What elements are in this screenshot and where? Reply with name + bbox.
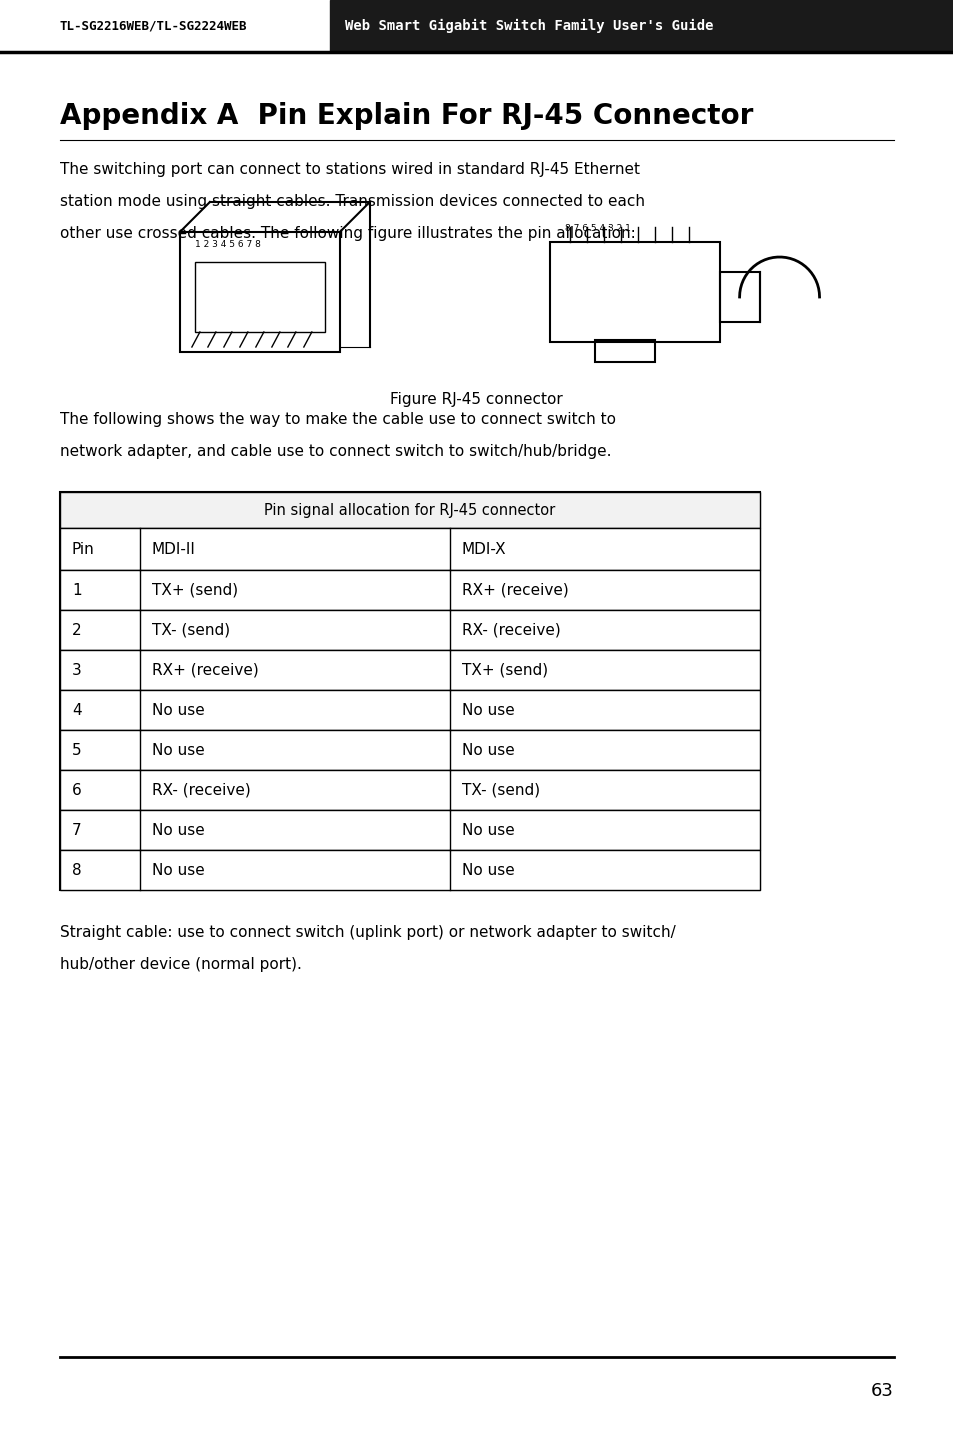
Text: TX- (send): TX- (send) — [152, 623, 230, 637]
Text: Appendix A  Pin Explain For RJ-45 Connector: Appendix A Pin Explain For RJ-45 Connect… — [60, 102, 753, 130]
Text: RX- (receive): RX- (receive) — [152, 782, 251, 798]
Text: TL-SG2216WEB/TL-SG2224WEB: TL-SG2216WEB/TL-SG2224WEB — [60, 20, 247, 33]
Text: MDI-II: MDI-II — [152, 541, 195, 557]
Text: 3: 3 — [71, 663, 82, 677]
Text: 8: 8 — [71, 862, 82, 878]
Text: No use: No use — [461, 703, 514, 717]
Text: network adapter, and cable use to connect switch to switch/hub/bridge.: network adapter, and cable use to connec… — [60, 444, 611, 460]
Text: 1 2 3 4 5 6 7 8: 1 2 3 4 5 6 7 8 — [194, 241, 260, 249]
Text: Figure RJ-45 connector: Figure RJ-45 connector — [390, 392, 562, 407]
Bar — [60, 570, 759, 610]
Bar — [719, 272, 759, 322]
Text: The switching port can connect to stations wired in standard RJ-45 Ethernet: The switching port can connect to statio… — [60, 162, 639, 178]
Text: 63: 63 — [870, 1382, 893, 1400]
Text: 7: 7 — [71, 822, 82, 838]
Text: No use: No use — [461, 862, 514, 878]
Bar — [180, 232, 339, 352]
Text: station mode using straight cables. Transmission devices connected to each: station mode using straight cables. Tran… — [60, 193, 644, 209]
Bar — [60, 811, 759, 851]
Bar — [60, 730, 759, 770]
Text: 6: 6 — [71, 782, 82, 798]
Bar — [60, 493, 759, 891]
Text: TX+ (send): TX+ (send) — [461, 663, 547, 677]
Text: TX- (send): TX- (send) — [461, 782, 539, 798]
Text: hub/other device (normal port).: hub/other device (normal port). — [60, 957, 301, 972]
Bar — [60, 851, 759, 891]
Text: Web Smart Gigabit Switch Family User's Guide: Web Smart Gigabit Switch Family User's G… — [344, 19, 713, 33]
Bar — [594, 339, 654, 362]
Text: Pin signal allocation for RJ-45 connector: Pin signal allocation for RJ-45 connecto… — [264, 503, 555, 517]
Text: The following shows the way to make the cable use to connect switch to: The following shows the way to make the … — [60, 412, 616, 427]
Text: No use: No use — [152, 822, 205, 838]
Text: No use: No use — [152, 743, 205, 758]
Text: 4: 4 — [71, 703, 82, 717]
Text: RX- (receive): RX- (receive) — [461, 623, 560, 637]
Text: 8 7 6 5 4 3 2 1: 8 7 6 5 4 3 2 1 — [564, 223, 630, 233]
Bar — [194, 262, 324, 332]
Bar — [549, 242, 719, 342]
Text: No use: No use — [461, 743, 514, 758]
Text: No use: No use — [152, 703, 205, 717]
Text: 1: 1 — [71, 583, 82, 597]
Bar — [60, 528, 759, 570]
Text: No use: No use — [461, 822, 514, 838]
Bar — [60, 610, 759, 650]
Bar — [60, 770, 759, 811]
Bar — [60, 493, 759, 528]
Text: RX+ (receive): RX+ (receive) — [461, 583, 568, 597]
Text: TX+ (send): TX+ (send) — [152, 583, 238, 597]
Text: RX+ (receive): RX+ (receive) — [152, 663, 258, 677]
Text: 2: 2 — [71, 623, 82, 637]
Text: Pin: Pin — [71, 541, 94, 557]
Bar — [60, 690, 759, 730]
Text: other use crossed cables. The following figure illustrates the pin allocation:: other use crossed cables. The following … — [60, 226, 635, 241]
Text: 5: 5 — [71, 743, 82, 758]
Text: MDI-X: MDI-X — [461, 541, 506, 557]
Bar — [0, 0, 952, 52]
Text: Straight cable: use to connect switch (uplink port) or network adapter to switch: Straight cable: use to connect switch (u… — [60, 925, 675, 939]
Bar — [60, 650, 759, 690]
Text: No use: No use — [152, 862, 205, 878]
Bar — [330, 0, 952, 52]
